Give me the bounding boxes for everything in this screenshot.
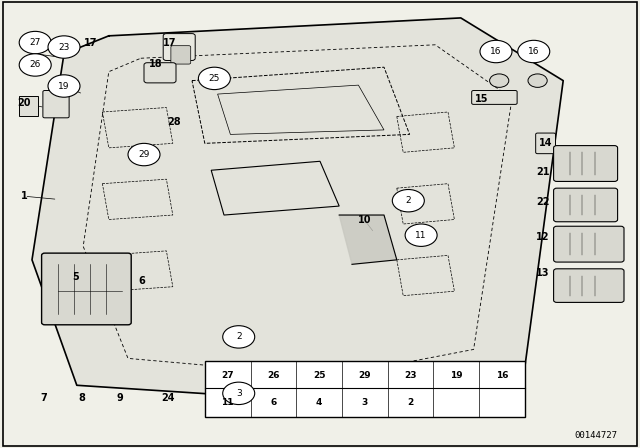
Text: 7: 7 [40,393,47,403]
Text: 26: 26 [267,371,280,380]
Text: 13: 13 [536,268,550,278]
Text: 12: 12 [536,232,550,241]
FancyBboxPatch shape [144,63,176,83]
Text: 3: 3 [362,398,368,407]
Text: 19: 19 [58,82,70,90]
Circle shape [19,31,51,54]
Circle shape [528,74,547,87]
Text: 17: 17 [84,38,98,47]
Circle shape [128,143,160,166]
Text: 11: 11 [221,398,234,407]
Text: 19: 19 [450,371,463,380]
Text: 24: 24 [161,393,175,403]
FancyBboxPatch shape [171,46,191,64]
Text: 4: 4 [316,398,323,407]
FancyBboxPatch shape [43,90,69,118]
Text: 8: 8 [79,393,85,403]
Circle shape [48,36,80,58]
Text: 18: 18 [148,59,163,69]
Circle shape [198,67,230,90]
Text: 6: 6 [139,276,145,286]
Text: 22: 22 [536,198,550,207]
FancyBboxPatch shape [19,96,38,116]
Text: 17: 17 [163,38,177,47]
Circle shape [223,382,255,405]
FancyBboxPatch shape [3,2,637,446]
Circle shape [490,74,509,87]
Text: 10: 10 [358,215,372,225]
Circle shape [518,40,550,63]
Circle shape [392,190,424,212]
Circle shape [480,40,512,63]
Circle shape [48,75,80,97]
Text: 5: 5 [72,272,79,282]
Text: 16: 16 [496,371,508,380]
Text: 16: 16 [490,47,502,56]
Text: 1: 1 [21,191,28,201]
Text: 3: 3 [236,389,241,398]
Text: 15: 15 [474,95,488,104]
FancyBboxPatch shape [536,133,556,154]
FancyBboxPatch shape [205,361,525,417]
Text: 2: 2 [236,332,241,341]
Text: 21: 21 [536,168,550,177]
Text: 23: 23 [58,43,70,52]
Text: 2: 2 [408,398,413,407]
Text: 9: 9 [117,393,124,403]
Text: 00144727: 00144727 [575,431,618,440]
Circle shape [19,54,51,76]
Text: 28: 28 [167,117,181,127]
Text: 25: 25 [313,371,325,380]
Text: 23: 23 [404,371,417,380]
Text: 14: 14 [538,138,552,148]
Text: 6: 6 [270,398,276,407]
Polygon shape [339,215,397,264]
Text: 2: 2 [406,196,411,205]
FancyBboxPatch shape [554,188,618,222]
Text: 16: 16 [528,47,540,56]
Text: 11: 11 [415,231,427,240]
Polygon shape [32,18,563,403]
FancyBboxPatch shape [163,34,195,60]
Text: 27: 27 [29,38,41,47]
Text: 29: 29 [358,371,371,380]
FancyBboxPatch shape [554,226,624,262]
Text: 26: 26 [29,60,41,69]
FancyBboxPatch shape [472,90,517,104]
Circle shape [223,326,255,348]
Text: 29: 29 [138,150,150,159]
FancyBboxPatch shape [554,269,624,302]
FancyBboxPatch shape [42,253,131,325]
Text: 20: 20 [17,98,31,108]
FancyBboxPatch shape [554,146,618,181]
Text: 25: 25 [209,74,220,83]
Text: 27: 27 [221,371,234,380]
Circle shape [405,224,437,246]
